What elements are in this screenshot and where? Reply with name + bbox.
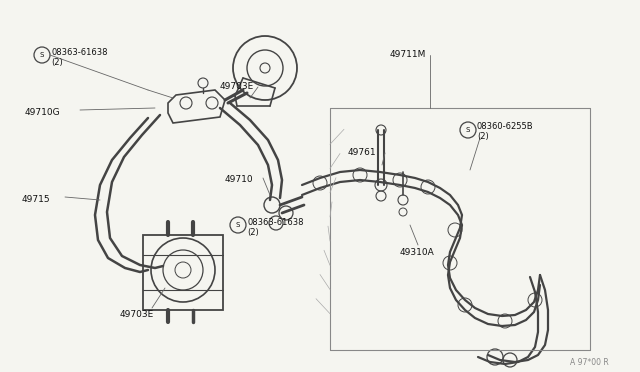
Text: 49310A: 49310A [400, 248, 435, 257]
Text: (2): (2) [51, 58, 63, 67]
Text: 08363-61638: 08363-61638 [247, 218, 303, 227]
Bar [143, 235, 223, 310]
Text: 08360-6255B: 08360-6255B [477, 122, 534, 131]
Text: 49710: 49710 [225, 175, 253, 184]
Text: S: S [466, 127, 470, 133]
Text: 49715: 49715 [22, 195, 51, 204]
Text: (2): (2) [477, 132, 489, 141]
Text: (2): (2) [247, 228, 259, 237]
Text: 08363-61638: 08363-61638 [51, 48, 108, 57]
Text: 49761: 49761 [348, 148, 376, 157]
Text: 49711M: 49711M [390, 50, 426, 59]
Text: 49710G: 49710G [25, 108, 61, 117]
Text: A 97*00 R: A 97*00 R [570, 358, 609, 367]
Text: 49703E: 49703E [120, 310, 154, 319]
Text: 49703E: 49703E [220, 82, 254, 91]
Text: S: S [40, 52, 44, 58]
Text: S: S [236, 222, 240, 228]
